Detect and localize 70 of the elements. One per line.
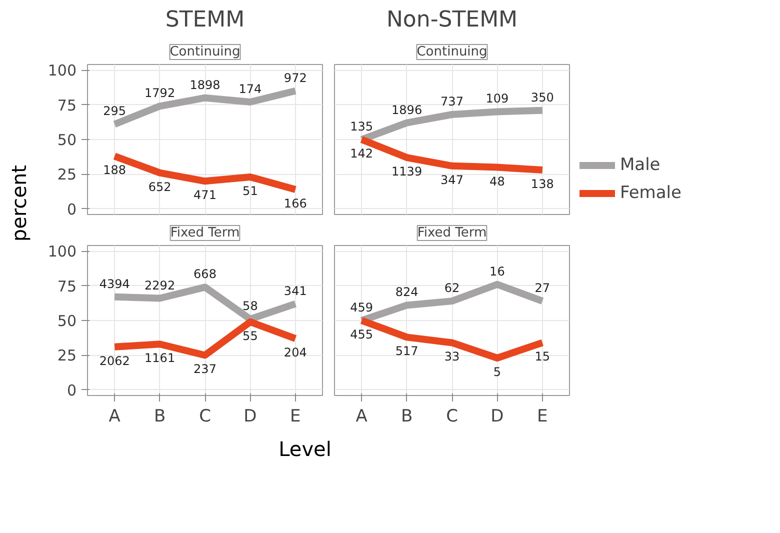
x-axis-title: Level [278, 436, 332, 463]
annotation: 16 [490, 264, 505, 278]
x-tick-label: E [290, 406, 301, 426]
annotation: 1896 [392, 102, 422, 117]
annotation: 652 [148, 180, 172, 194]
annotation: 27 [534, 281, 550, 296]
annotation: 459 [350, 300, 374, 314]
y-tick-label: 50 [57, 312, 77, 330]
annotation: 668 [194, 267, 216, 282]
annotation: 166 [284, 196, 307, 210]
annotation: 15 [534, 350, 550, 364]
annotation: 174 [238, 82, 262, 96]
annotation: 2062 [99, 354, 130, 368]
annotation: 347 [440, 172, 464, 187]
y-tick-label: 0 [66, 381, 77, 400]
x-tick-label: A [108, 406, 121, 426]
y-tick-label: 100 [48, 242, 77, 261]
annotation: 188 [103, 163, 126, 178]
annotation: 824 [395, 285, 418, 300]
annotation: 455 [350, 328, 374, 342]
annotation: 737 [440, 94, 464, 108]
annotation: 237 [194, 362, 216, 376]
annotation: 138 [530, 177, 554, 192]
annotation: 295 [103, 104, 126, 118]
legend-label: Female [620, 183, 682, 203]
chart-subtitle: Fixed Term [170, 226, 240, 240]
chart-subtitle: Continuing [416, 44, 488, 60]
chart-subtitle: Continuing [170, 44, 240, 60]
annotation: 204 [284, 346, 307, 360]
annotation: 341 [284, 284, 307, 298]
chart-title: Non-STEMM [386, 8, 518, 32]
annotation: 51 [242, 184, 258, 198]
annotation: 135 [350, 120, 374, 134]
x-tick-label: B [154, 406, 166, 426]
x-tick-label: E [537, 406, 548, 426]
y-tick-label: 0 [66, 200, 77, 218]
annotation: 4394 [99, 276, 130, 291]
chart-title: STEMM [165, 8, 245, 32]
annotation: 109 [486, 92, 509, 106]
x-tick-label: C [199, 406, 211, 426]
annotation: 5 [493, 365, 502, 379]
x-tick-label: D [244, 406, 257, 426]
y-tick-label: 75 [57, 96, 77, 114]
annotation: 2292 [144, 278, 176, 292]
annotation: 55 [242, 328, 258, 343]
annotation: 1139 [392, 164, 422, 179]
y-tick-label: 25 [57, 346, 77, 365]
annotation: 1792 [144, 86, 176, 100]
y-tick-label: 25 [57, 166, 77, 184]
y-tick-label: 75 [57, 277, 77, 296]
annotation: 972 [284, 70, 307, 85]
annotation: 48 [490, 174, 505, 188]
x-tick-label: D [490, 406, 504, 426]
annotation: 33 [444, 350, 460, 364]
annotation: 58 [242, 299, 258, 314]
y-axis-title: percent [6, 165, 32, 242]
annotation: 350 [530, 90, 554, 104]
x-tick-label: A [356, 406, 368, 426]
y-tick-label: 50 [57, 131, 77, 149]
annotation: 517 [395, 344, 418, 358]
x-tick-label: C [446, 406, 458, 426]
annotation: 471 [194, 188, 216, 202]
y-tick-label: 100 [48, 62, 77, 80]
chart-subtitle: Fixed Term [417, 226, 487, 240]
legend-label: Male [620, 155, 660, 175]
annotation: 142 [350, 146, 374, 160]
annotation: 62 [444, 281, 460, 296]
annotation: 1898 [190, 78, 220, 92]
x-tick-label: B [400, 406, 413, 426]
annotation: 1161 [144, 351, 176, 366]
